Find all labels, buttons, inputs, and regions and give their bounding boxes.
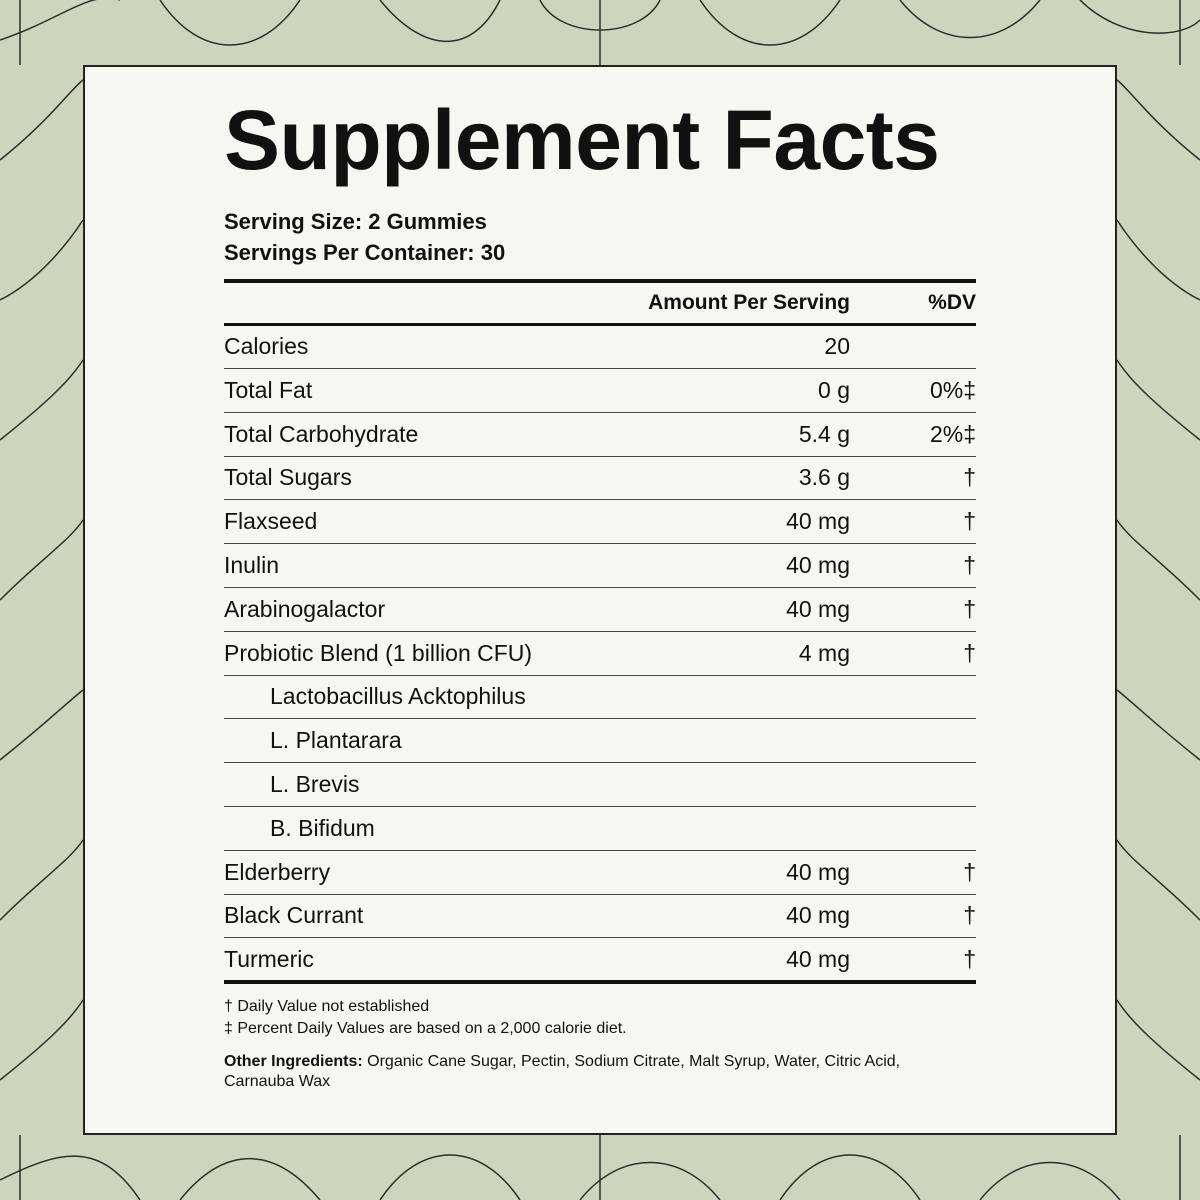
- daily-value: †: [963, 639, 976, 666]
- nutrient-name: Turmeric: [224, 946, 314, 973]
- daily-value: †: [963, 595, 976, 622]
- nutrient-name: Total Carbohydrate: [224, 420, 419, 447]
- nutrient-name: Total Fat: [224, 376, 313, 403]
- amount: 3.6 g: [798, 464, 850, 491]
- column-header: %DV: [928, 291, 976, 314]
- daily-value: 0%‡: [929, 376, 976, 403]
- rule: [224, 323, 976, 326]
- daily-value: †: [963, 508, 976, 535]
- daily-value: †: [963, 464, 976, 491]
- daily-value: †: [963, 552, 976, 578]
- label-panel: [83, 65, 1117, 1135]
- amount: 4 mg: [798, 639, 850, 666]
- other-ingredients: Other Ingredients: Organic Cane Sugar, P…: [224, 1052, 944, 1092]
- amount: 40 mg: [786, 508, 850, 535]
- component-name: L. Brevis: [270, 771, 360, 797]
- amount: 0 g: [818, 376, 850, 403]
- nutrient-row: Black Currant 40 mg †: [224, 894, 976, 939]
- nutrient-name: Black Currant: [224, 902, 364, 929]
- title: Supplement Facts: [224, 93, 940, 187]
- nutrient-row: Total Fat 0 g 0%‡: [224, 369, 976, 413]
- component-row: L. Brevis: [224, 763, 976, 807]
- nutrient-name: Probiotic Blend (1 billion CFU): [224, 639, 533, 666]
- servings-per-container: Servings Per Container: 30: [224, 240, 506, 265]
- component-name: Lactobacillus Acktophilus: [270, 683, 526, 710]
- amount: 40 mg: [786, 946, 850, 973]
- nutrient-row: Arabinogalactor 40 mg †: [224, 588, 976, 632]
- amount: 40 mg: [786, 902, 850, 929]
- daily-value: †: [963, 946, 976, 973]
- nutrient-row: Probiotic Blend (1 billion CFU) 4 mg †: [224, 632, 976, 676]
- footnote: ‡ Percent Daily Values are based on a 2,…: [224, 1020, 627, 1037]
- nutrient-name: Total Sugars: [224, 464, 352, 491]
- amount: 20: [824, 333, 850, 359]
- nutrient-row: Total Carbohydrate 5.4 g 2%‡: [224, 413, 976, 457]
- daily-value: †: [963, 902, 976, 929]
- amount: 40 mg: [786, 858, 850, 885]
- serving-size: Serving Size: 2 Gummies: [224, 209, 487, 234]
- nutrient-row: Turmeric 40 mg †: [224, 938, 976, 982]
- nutrient-row: Inulin 40 mg †: [224, 544, 976, 588]
- thick-rule: [224, 279, 976, 283]
- nutrient-row: Calories 20: [224, 325, 976, 369]
- thick-rule: [224, 980, 976, 984]
- daily-value: †: [963, 858, 976, 885]
- nutrient-name: Calories: [224, 333, 309, 359]
- amount: 40 mg: [786, 552, 850, 578]
- amount: 5.4 g: [798, 420, 850, 447]
- other-ingredients-label: Other Ingredients:: [224, 1053, 363, 1070]
- column-header: Amount Per Serving: [648, 291, 850, 314]
- nutrient-name: Arabinogalactor: [224, 595, 386, 622]
- header-row: Amount Per Serving %DV: [224, 281, 976, 325]
- component-row: L. Plantarara: [224, 719, 976, 764]
- nutrient-name: Inulin: [224, 552, 279, 578]
- nutrient-name: Flaxseed: [224, 508, 318, 535]
- amount: 40 mg: [786, 595, 850, 622]
- component-name: L. Plantarara: [270, 727, 402, 754]
- footnote: † Daily Value not established: [224, 998, 430, 1015]
- component-name: B. Bifidum: [270, 814, 375, 841]
- component-row: B. Bifidum: [224, 807, 976, 851]
- component-row: Lactobacillus Acktophilus: [224, 675, 976, 720]
- nutrient-row: Elderberry 40 mg †: [224, 851, 976, 895]
- other-ingredients-text: Organic Cane Sugar, Pectin, Sodium Citra…: [224, 1053, 901, 1090]
- nutrient-row: Total Sugars 3.6 g †: [224, 456, 976, 501]
- daily-value: 2%‡: [929, 420, 976, 447]
- nutrient-name: Elderberry: [224, 858, 331, 885]
- nutrient-row: Flaxseed 40 mg †: [224, 500, 976, 545]
